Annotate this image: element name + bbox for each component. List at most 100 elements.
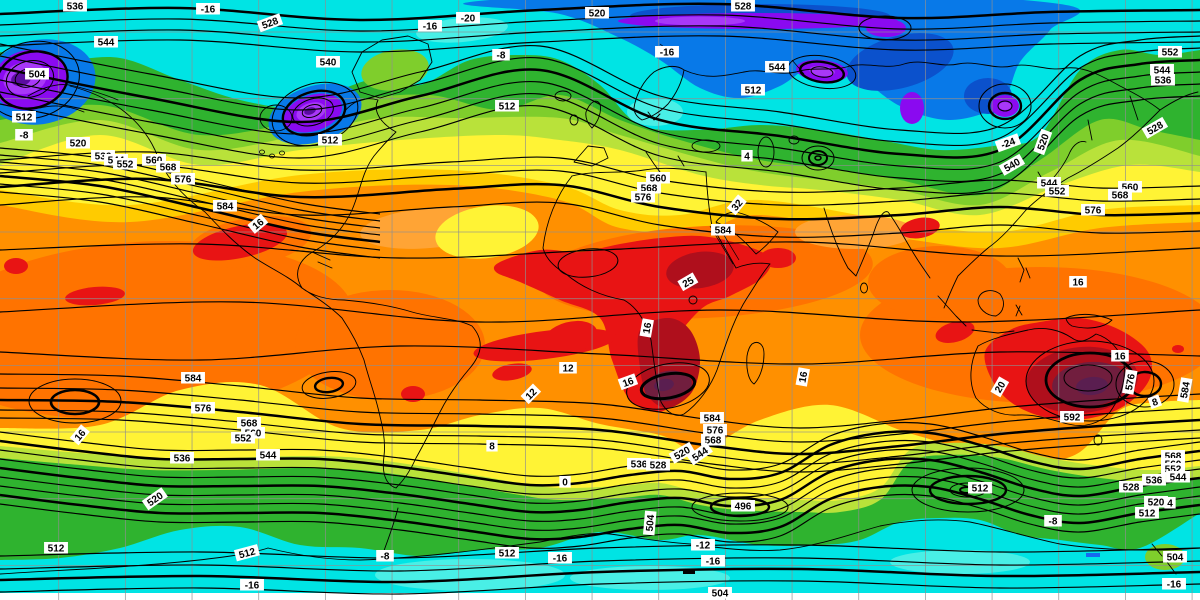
geopotential-contour-line — [0, 345, 1200, 365]
contour-label-text: 544 — [98, 37, 115, 48]
geopotential-contour-line — [0, 191, 381, 259]
contour-label-box — [639, 318, 654, 338]
contour-label-text: 504 — [645, 514, 657, 532]
contour-label: 504 — [708, 587, 732, 599]
contour-label: 16 — [1111, 350, 1129, 362]
contour-label-box — [12, 111, 36, 123]
contour-label-box — [231, 432, 255, 444]
contour-label-box — [700, 412, 724, 424]
geopotential-contour-line — [0, 168, 381, 236]
contour-label: -16 — [701, 555, 725, 567]
geopotential-contour-line — [0, 457, 1200, 514]
contour-label: 512 — [44, 542, 68, 554]
contour-label: 528 — [256, 13, 284, 33]
contour-label-text: 512 — [972, 483, 989, 494]
contour-label: 576 — [171, 173, 195, 185]
fill-blob-red — [4, 258, 28, 274]
contour-label-text: 584 — [704, 413, 721, 424]
fill-strip-white — [0, 593, 1200, 600]
contour-label: 512 — [968, 482, 992, 494]
contour-label-box — [1177, 377, 1193, 403]
fill-strip-blueDash — [1086, 553, 1100, 557]
contour-label: 560 — [1118, 181, 1142, 193]
contour-label-box — [711, 224, 735, 236]
fill-blob-green2 — [361, 49, 429, 91]
contour-label: 536 — [91, 150, 115, 162]
contour-label-box — [731, 0, 755, 12]
contour-label-box — [247, 213, 269, 234]
contour-label-text: 25 — [681, 275, 697, 290]
contour-label-text: 512 — [238, 546, 257, 561]
contour-label: -8 — [376, 550, 394, 562]
fill-blob-red — [401, 386, 425, 402]
contour-label: 552 — [1161, 463, 1185, 475]
contour-label-box — [69, 424, 90, 446]
contour-label-box — [1163, 551, 1187, 563]
contour-label-box — [990, 376, 1010, 398]
contour-label: 8 — [486, 440, 498, 452]
contour-label: 544 — [1166, 471, 1190, 483]
contour-label-box — [1037, 177, 1061, 189]
contour-label-box — [318, 134, 342, 146]
contour-label: 512 — [1135, 507, 1159, 519]
contour-label: -8 — [492, 49, 510, 61]
contour-label-box — [376, 550, 394, 562]
coast-madagascar — [746, 342, 765, 385]
contour-label: 576 — [1122, 369, 1138, 395]
contour-ring — [1115, 360, 1175, 408]
contour-label-text: 552 — [1049, 186, 1066, 197]
contour-ring — [997, 100, 1013, 112]
contour-label-box — [418, 20, 442, 32]
contour-label-box — [686, 442, 713, 466]
contour-label-box — [237, 417, 261, 429]
contour-label-text: 520 — [70, 138, 87, 149]
coast-japan — [1037, 95, 1139, 189]
coast-scandinavia — [633, 65, 685, 121]
contour-label-box — [1161, 463, 1185, 475]
contour-label: 512 — [12, 111, 36, 123]
contour-label-box — [94, 36, 118, 48]
contour-label: 584 — [213, 200, 237, 212]
geopotential-contour-line — [0, 47, 1200, 147]
coast-greenland — [351, 35, 433, 99]
contour-label-text: -16 — [660, 47, 675, 58]
contour-label: 536 — [627, 458, 651, 470]
contour-label: 560 — [646, 172, 670, 184]
contour-ring — [569, 114, 579, 126]
contour-ring — [28, 378, 122, 424]
contour-label-text: -16 — [423, 21, 438, 32]
contour-label-box — [731, 500, 755, 512]
geopotential-contour-line — [0, 544, 1200, 559]
contour-label-text: 512 — [499, 101, 516, 112]
fill-blob-red — [935, 321, 975, 343]
contour-label: 540 — [316, 56, 340, 68]
contour-label-text: 584 — [1179, 381, 1193, 400]
contour-label-box — [213, 200, 237, 212]
contour-label: -16 — [548, 552, 572, 564]
fill-blob-red — [760, 248, 796, 268]
contour-label-text: -24 — [1000, 136, 1018, 151]
contour-label-text: 568 — [160, 162, 177, 173]
contour-label-text: 0 — [562, 477, 568, 488]
fill-strip-black — [683, 570, 695, 574]
contour-label: -12 — [691, 539, 715, 551]
contour-label-box — [1150, 64, 1174, 76]
contour-label-box — [181, 372, 205, 384]
contour-label-text: -16 — [201, 4, 216, 15]
contour-label-text: -16 — [553, 553, 568, 564]
contour-label-box — [196, 3, 220, 15]
contour-label: 25 — [677, 272, 699, 292]
contour-ring — [691, 492, 789, 522]
contour-label-text: 536 — [67, 1, 84, 12]
contour-label-text: 4 — [1167, 498, 1173, 509]
contour-ring — [801, 145, 835, 171]
contour-label-box — [701, 434, 725, 446]
contour-label-box — [495, 547, 519, 559]
fill-blob-red — [492, 363, 532, 381]
contour-label-text: 504 — [29, 69, 46, 80]
contour-label: -16 — [240, 579, 264, 591]
contour-label-text: 520 — [589, 8, 606, 19]
contour-label: 16 — [617, 373, 639, 391]
